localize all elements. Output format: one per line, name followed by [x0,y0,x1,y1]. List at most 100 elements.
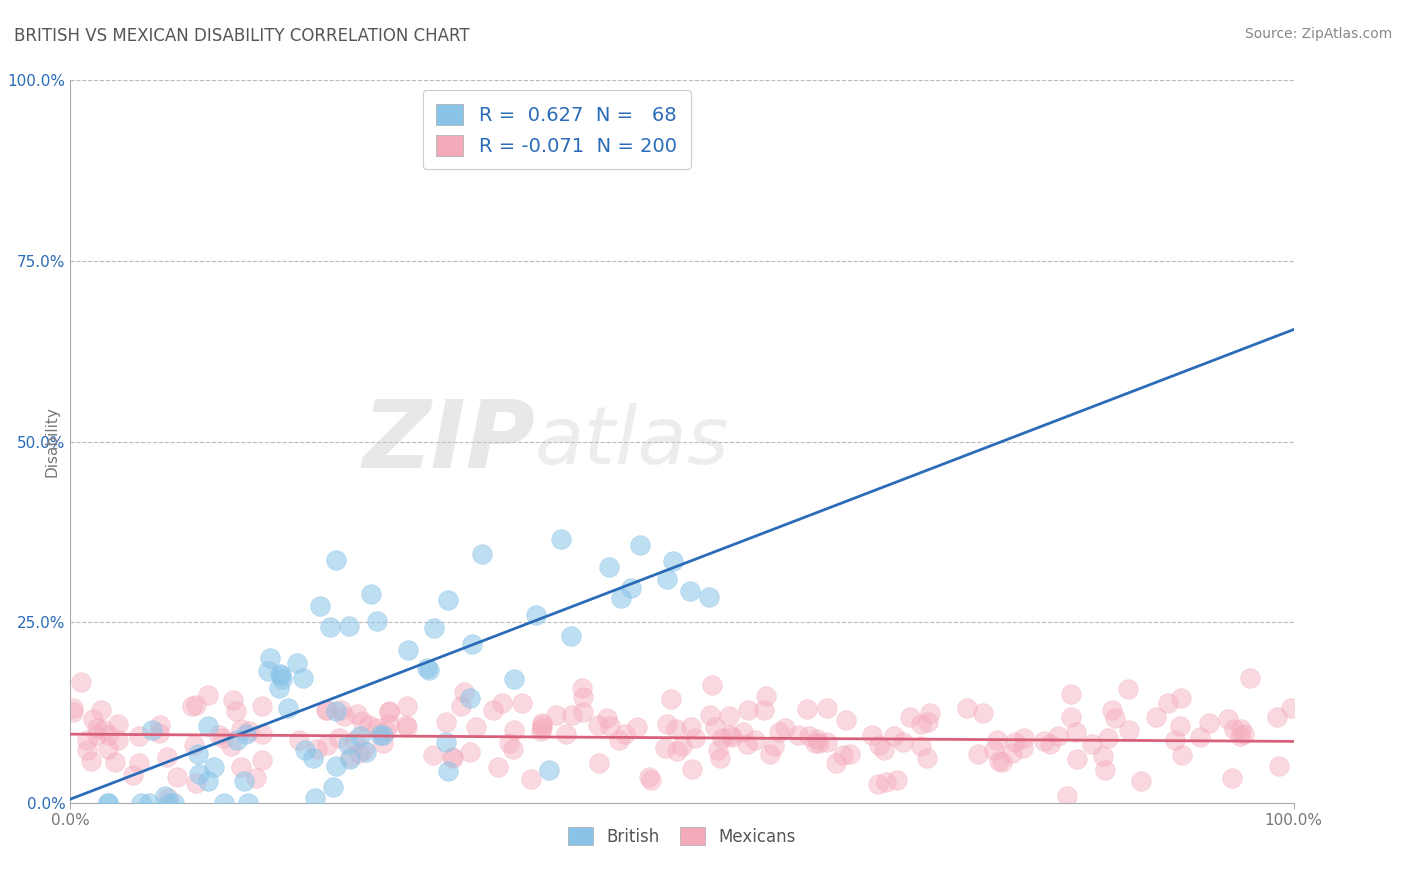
Point [481,703,503,717]
Point [236,796,259,810]
Point [1220,771,1243,785]
Point [681,720,703,734]
Point [328,731,350,745]
Point [503,672,526,686]
Point [544,708,567,723]
Point [453,684,475,698]
Point [235,727,257,741]
Point [860,728,883,742]
Point [378,717,401,731]
Point [350,714,373,729]
Point [1104,711,1126,725]
Point [337,619,360,633]
Point [107,717,129,731]
Point [671,739,693,754]
Point [628,538,651,552]
Point [986,733,1008,747]
Point [259,651,281,665]
Point [702,678,724,692]
Y-axis label: Disability: Disability [44,406,59,477]
Point [366,721,388,735]
Point [1223,723,1246,737]
Point [229,759,252,773]
Point [302,750,325,764]
Point [886,772,908,787]
Point [129,796,152,810]
Point [486,760,509,774]
Point [461,637,484,651]
Point [1081,737,1104,751]
Point [270,673,292,687]
Point [571,681,593,696]
Legend: British, Mexicans: British, Mexicans [561,821,803,852]
Point [1101,703,1123,717]
Point [967,747,990,761]
Point [197,688,219,702]
Point [498,736,520,750]
Point [502,723,524,737]
Point [107,733,129,747]
Point [76,733,98,747]
Point [197,774,219,789]
Point [530,722,553,736]
Point [166,770,188,784]
Point [918,706,941,720]
Point [434,715,457,730]
Point [915,751,938,765]
Point [181,699,204,714]
Point [571,706,593,720]
Point [762,739,785,754]
Point [377,706,399,720]
Point [1171,747,1194,762]
Point [315,703,337,717]
Point [1118,723,1140,738]
Point [1239,672,1261,686]
Point [183,738,205,752]
Point [754,703,776,717]
Point [315,703,337,717]
Point [184,775,207,789]
Point [436,592,458,607]
Point [97,796,120,810]
Point [699,707,721,722]
Point [755,689,778,703]
Point [1091,749,1114,764]
Point [97,796,120,810]
Point [360,587,382,601]
Point [910,739,932,754]
Point [875,775,897,789]
Point [637,770,659,784]
Point [588,756,610,771]
Point [354,746,377,760]
Point [709,751,731,765]
Point [225,733,247,747]
Point [707,743,730,757]
Point [1230,722,1253,736]
Point [344,733,367,747]
Point [873,743,896,757]
Point [1046,729,1069,743]
Point [665,743,688,757]
Point [375,723,398,738]
Text: BRITISH VS MEXICAN DISABILITY CORRELATION CHART: BRITISH VS MEXICAN DISABILITY CORRELATIO… [14,27,470,45]
Point [288,732,311,747]
Point [824,756,846,770]
Point [1189,730,1212,744]
Point [679,583,702,598]
Point [815,734,838,748]
Point [82,712,104,726]
Point [458,690,481,705]
Point [294,742,316,756]
Point [1198,716,1220,731]
Point [596,711,619,725]
Point [184,698,207,712]
Point [437,764,460,778]
Point [1157,696,1180,710]
Point [838,747,860,761]
Point [797,729,820,743]
Point [868,738,890,752]
Point [86,728,108,742]
Point [62,705,84,719]
Point [898,710,921,724]
Point [1268,758,1291,772]
